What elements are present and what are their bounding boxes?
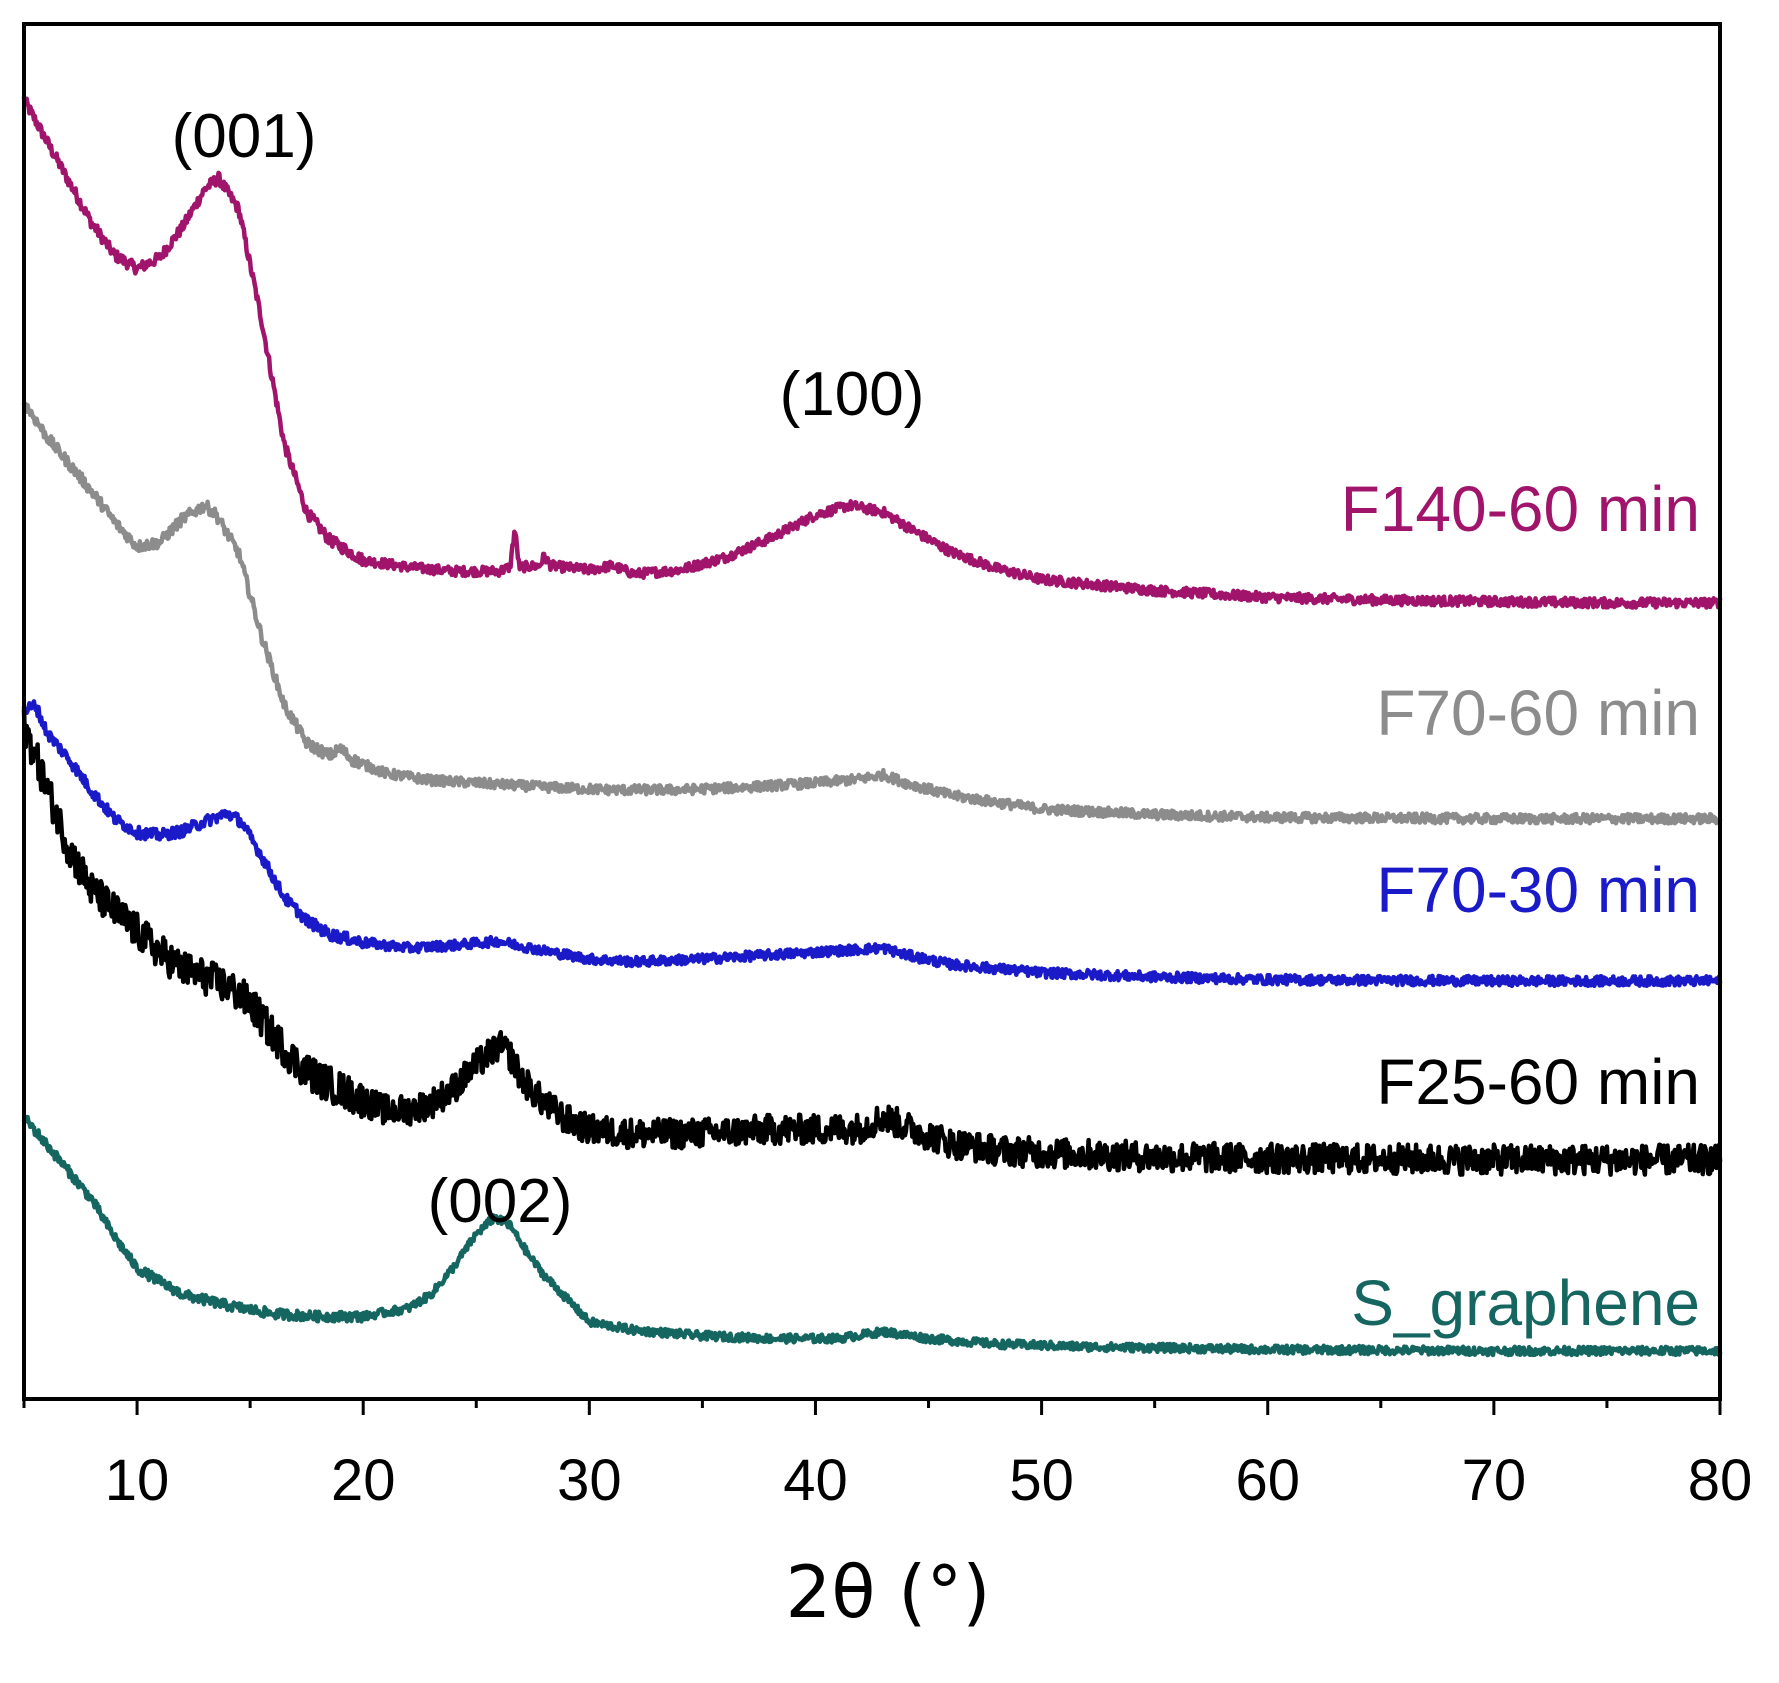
series-line-1	[21, 401, 1723, 826]
series-labels: F140-60 min F70-60 min F70-30 min F25-60…	[1341, 473, 1700, 1339]
series-label-f25-60: F25-60 min	[1376, 1046, 1700, 1118]
peak-label-002: (002)	[428, 1167, 573, 1236]
series-line-4	[21, 1114, 1723, 1358]
x-axis-tick-labels: 10 20 30 40 50 60 70 80	[105, 1448, 1752, 1513]
plot-frame	[22, 22, 1722, 1401]
x-tick-label: 50	[1009, 1448, 1074, 1513]
series-traces	[21, 95, 1723, 1358]
peak-annotations: (001) (100) (002)	[172, 102, 925, 1236]
x-tick-label: 70	[1462, 1448, 1527, 1513]
x-tick-label: 40	[783, 1448, 848, 1513]
series-label-s-graphene: S_graphene	[1351, 1267, 1700, 1339]
x-tick-label: 80	[1688, 1448, 1753, 1513]
series-label-f140-60: F140-60 min	[1341, 473, 1700, 545]
x-tick-label: 10	[105, 1448, 170, 1513]
series-line-0	[21, 95, 1723, 610]
series-line-2	[21, 699, 1723, 989]
x-tick-label: 60	[1235, 1448, 1300, 1513]
peak-label-100: (100)	[780, 360, 925, 429]
x-tick-label: 30	[557, 1448, 622, 1513]
x-axis-title: 2θ (°)	[786, 1550, 991, 1634]
x-tick-label: 20	[331, 1448, 396, 1513]
x-axis-ticks	[22, 1399, 1722, 1415]
series-label-f70-30: F70-30 min	[1376, 854, 1700, 926]
series-line-3	[21, 708, 1723, 1177]
peak-label-001: (001)	[172, 102, 317, 171]
series-label-f70-60: F70-60 min	[1376, 677, 1700, 749]
